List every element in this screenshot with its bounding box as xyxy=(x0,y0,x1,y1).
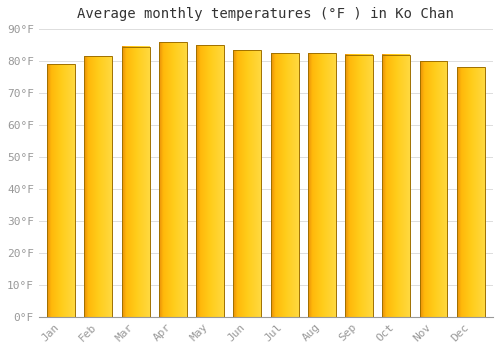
Bar xyxy=(122,47,150,317)
Bar xyxy=(196,45,224,317)
Bar xyxy=(420,61,448,317)
Bar xyxy=(84,56,112,317)
Bar xyxy=(47,64,75,317)
Bar xyxy=(159,42,187,317)
Bar xyxy=(382,55,410,317)
Bar xyxy=(270,53,298,317)
Bar xyxy=(457,68,484,317)
Bar xyxy=(308,53,336,317)
Bar xyxy=(345,55,373,317)
Title: Average monthly temperatures (°F ) in Ko Chan: Average monthly temperatures (°F ) in Ko… xyxy=(78,7,454,21)
Bar xyxy=(234,50,262,317)
